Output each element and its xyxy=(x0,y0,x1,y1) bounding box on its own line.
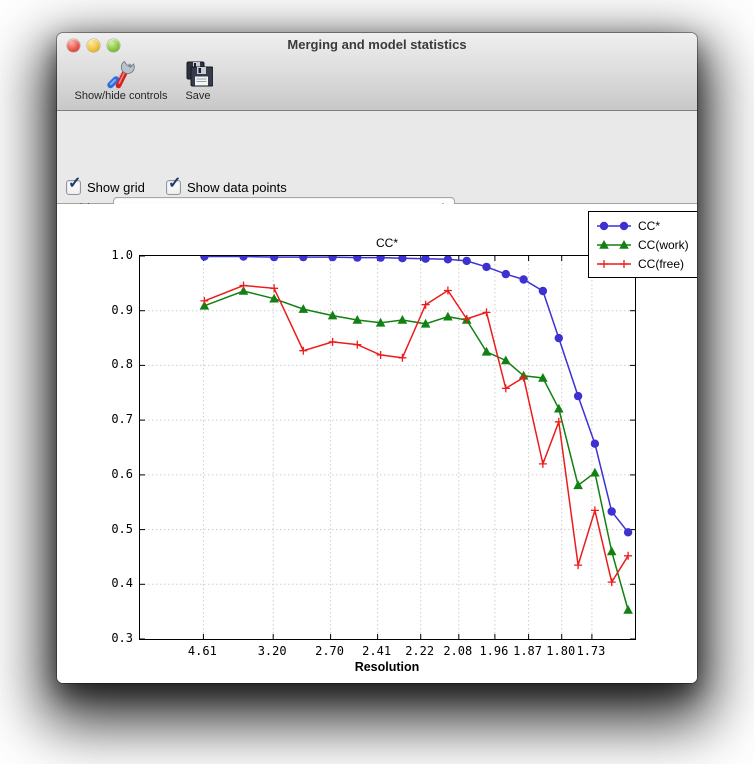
plot-box xyxy=(139,255,636,640)
toolbar: Show/hide controls Save xyxy=(57,57,697,110)
y-tick-label: 0.9 xyxy=(111,302,133,317)
legend-item: CC(work) xyxy=(595,236,689,253)
legend-marker-icon xyxy=(597,259,631,268)
y-tick-label: 0.3 xyxy=(111,631,133,645)
controls-panel: Table: Model quality and intensity mergi… xyxy=(57,111,697,249)
legend-label: CC(work) xyxy=(638,237,689,252)
show-hide-controls-button[interactable]: Show/hide controls xyxy=(64,59,178,102)
toolbar-button-label: Save xyxy=(185,90,211,102)
y-tick-label: 0.5 xyxy=(111,521,133,536)
chart-title: CC* xyxy=(375,236,399,250)
x-tick-label: 2.70 xyxy=(315,644,345,658)
checkbox-label: Show data points xyxy=(187,180,287,195)
traffic-lights xyxy=(67,39,120,52)
x-tick-label: 2.22 xyxy=(405,644,435,658)
checkbox-label: Show grid xyxy=(87,180,145,195)
x-axis-title: Resolution xyxy=(354,660,420,674)
y-tick-label: 0.4 xyxy=(111,576,133,591)
legend-marker-icon xyxy=(597,221,631,230)
tools-icon xyxy=(107,60,135,89)
toolbar-button-label: Show/hide controls xyxy=(74,90,168,102)
x-tick-label: 2.41 xyxy=(362,644,392,658)
x-tick-label: 2.08 xyxy=(443,644,473,658)
legend: CC* CC(work) CC(free) xyxy=(588,211,697,278)
show-data-points-checkbox[interactable]: ✓ Show data points xyxy=(166,175,287,195)
plot-canvas xyxy=(140,256,635,639)
chart-area: CC* 1.0 0.9 0.8 0.7 0.6 0.5 0.4 0.3 4.61 3.20 2.7… xyxy=(57,204,697,683)
legend-item: CC* xyxy=(595,217,689,234)
y-tick-label: 0.8 xyxy=(111,357,133,372)
minimize-button[interactable] xyxy=(87,39,100,52)
app-window: Merging and model statistics Show/hide c… xyxy=(57,33,697,683)
legend-label: CC(free) xyxy=(638,256,685,271)
legend-item: CC(free) xyxy=(595,255,689,272)
x-tick-label: 1.96 xyxy=(479,644,509,658)
zoom-button[interactable] xyxy=(107,39,120,52)
close-button[interactable] xyxy=(67,39,80,52)
x-tick-label: 3.20 xyxy=(257,644,287,658)
x-tick-label: 1.73 xyxy=(576,644,606,658)
x-tick-label: 1.87 xyxy=(513,644,543,658)
y-tick-label: 1.0 xyxy=(111,248,133,262)
window-title: Merging and model statistics xyxy=(287,37,467,52)
x-tick-label: 1.80 xyxy=(546,644,576,658)
window-chrome: Merging and model statistics Show/hide c… xyxy=(57,33,697,111)
legend-marker-icon xyxy=(597,239,631,249)
legend-label: CC* xyxy=(638,218,661,233)
save-button[interactable]: Save xyxy=(175,59,221,102)
x-tick-label: 4.61 xyxy=(187,644,217,658)
titlebar: Merging and model statistics xyxy=(57,33,697,57)
y-tick-label: 0.7 xyxy=(111,412,133,427)
y-tick-label: 0.6 xyxy=(111,466,133,481)
checkbox-checked-icon: ✓ xyxy=(166,175,181,195)
checkbox-checked-icon: ✓ xyxy=(66,175,81,195)
show-grid-checkbox[interactable]: ✓ Show grid xyxy=(66,175,145,195)
save-icon xyxy=(186,61,213,87)
